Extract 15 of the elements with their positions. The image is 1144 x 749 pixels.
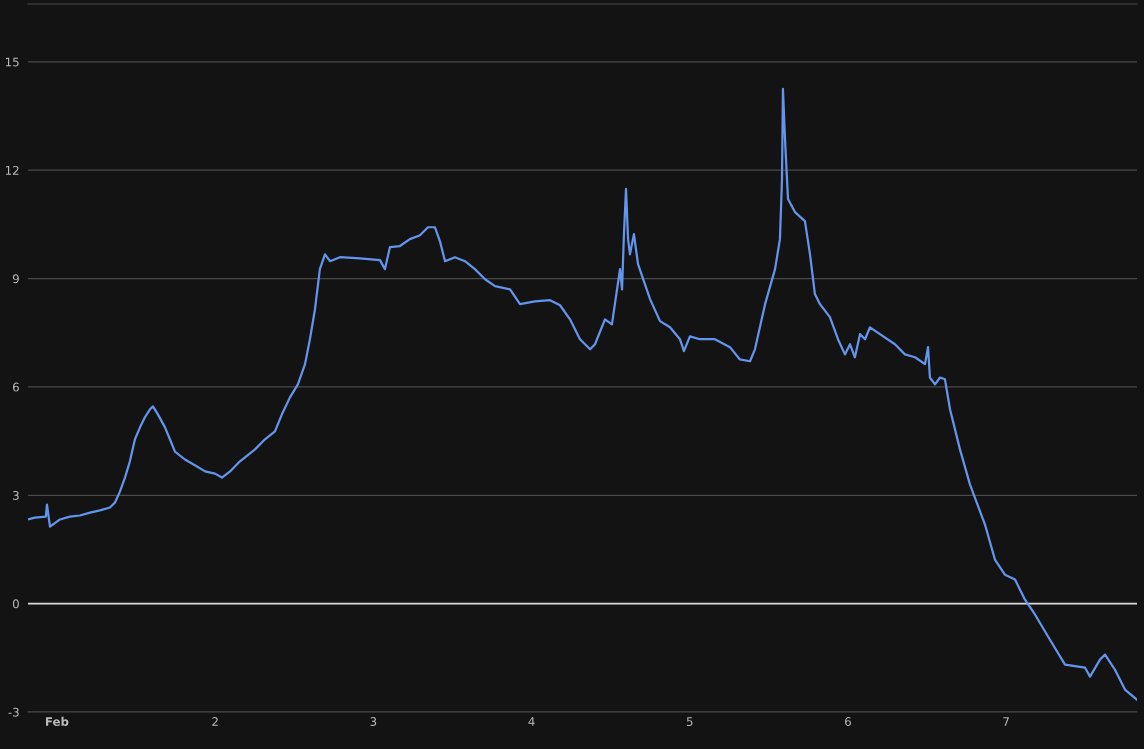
y-tick-label: 15 (5, 57, 19, 67)
x-tick-label: 4 (528, 717, 535, 726)
x-tick-label: 3 (370, 717, 377, 726)
y-tick-label: 9 (12, 274, 19, 284)
y-tick-label: -3 (8, 707, 19, 717)
x-tick-label: 7 (1003, 717, 1009, 726)
x-tick-label: 6 (845, 717, 851, 726)
y-tick-label: 0 (12, 599, 19, 609)
y-tick-label: 12 (5, 165, 19, 175)
x-tick-label: Feb (46, 716, 69, 726)
y-tick-label: 3 (13, 490, 19, 500)
y-tick-label: 6 (12, 382, 19, 392)
x-tick-label: 2 (212, 717, 218, 726)
x-tick-label: 5 (686, 717, 693, 726)
line-series (28, 87, 1137, 701)
